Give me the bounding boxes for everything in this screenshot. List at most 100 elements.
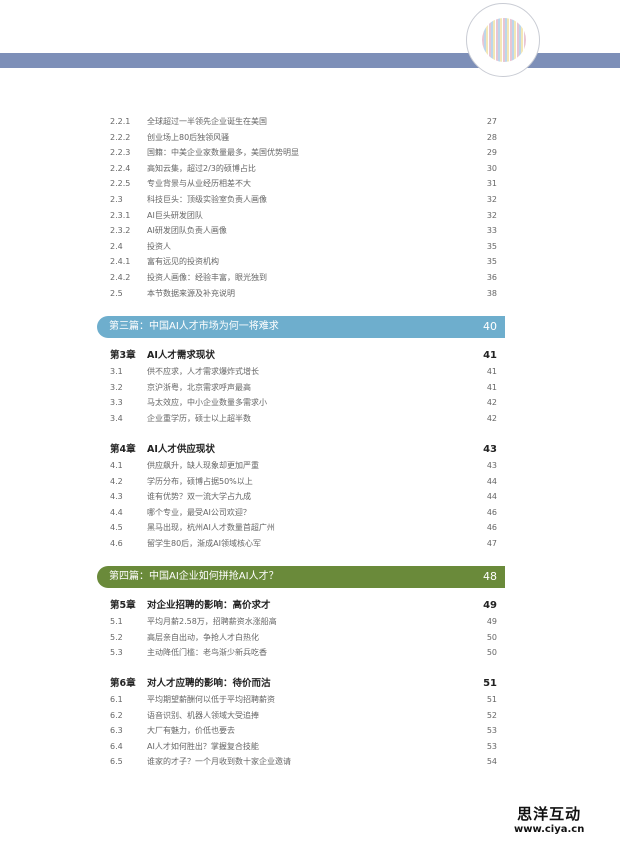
toc-entry[interactable]: 2.4 投资人 35: [110, 239, 497, 254]
part-title: 第三篇：中国AI人才市场为何一将难求: [109, 321, 279, 332]
entry-page: 51: [486, 695, 497, 704]
entry-number: 4.1: [110, 461, 123, 470]
entry-page: 54: [486, 757, 497, 767]
entry-page: 43: [483, 444, 497, 455]
toc-entry[interactable]: 3.3 马太效应，中小企业数量多需求小 42: [110, 395, 497, 410]
toc-entry[interactable]: 5.3 主动降低门槛：老鸟渐少新兵吃香 50: [110, 645, 497, 660]
part-banner[interactable]: 第四篇：中国AI企业如何拼抢AI人才？ 48: [97, 566, 505, 588]
entry-title: 哪个专业，最受AI公司欢迎？: [147, 507, 251, 517]
entry-number: 6.2: [110, 710, 123, 720]
toc-entry[interactable]: 6.5 谁家的才子？一个月收到数十家企业邀请 54: [110, 754, 497, 769]
toc-entry[interactable]: 2.3.2 AI研发团队负责人画像 33: [110, 223, 497, 238]
entry-number: 2.3: [110, 195, 123, 204]
entry-page: 44: [486, 492, 497, 502]
entry-page: 42: [486, 413, 497, 423]
report-logo: [482, 18, 526, 62]
watermark-name: 思洋互动: [517, 805, 582, 823]
toc-entry[interactable]: 6.3 大厂有魅力，价低也要去 53: [110, 723, 497, 738]
toc-entry[interactable]: 2.3.1 AI巨头研发团队 32: [110, 208, 497, 223]
toc-entry[interactable]: 3.2 京沪浙粤，北京需求呼声最高 41: [110, 380, 497, 395]
entry-title: 谁有优势？双一流大学占九成: [147, 492, 251, 502]
entry-title: 供不应求，人才需求爆炸式增长: [147, 367, 259, 376]
entry-number: 2.2.5: [110, 179, 131, 189]
entry-title: 供应飙升，缺人现象却更加严重: [147, 461, 259, 470]
entry-number: 4.4: [110, 507, 123, 517]
part-title: 第四篇：中国AI企业如何拼抢AI人才？: [109, 571, 279, 582]
entry-number: 3.2: [110, 382, 123, 392]
toc-entry[interactable]: 2.4.2 投资人画像：经验丰富，眼光独到 36: [110, 270, 497, 285]
toc-entry[interactable]: 2.3 科技巨头：顶级实验室负责人画像 32: [110, 192, 497, 207]
entry-number: 2.5: [110, 288, 123, 298]
entry-page: 52: [486, 710, 497, 720]
entry-page: 31: [486, 179, 497, 189]
entry-title: 语音识别、机器人领域大受追捧: [147, 710, 259, 720]
watermark: 思洋互动 www.ciya.cn: [514, 803, 584, 835]
entry-page: 49: [483, 600, 497, 611]
chapter-heading[interactable]: 第3章 AI人才需求现状 41: [110, 348, 497, 363]
entry-number: 5.1: [110, 617, 123, 626]
toc-entry[interactable]: 2.2.5 专业背景与从业经历相差不大 31: [110, 176, 497, 191]
chapter-heading[interactable]: 第4章 AI人才供应现状 43: [110, 442, 497, 457]
toc-entry[interactable]: 4.3 谁有优势？双一流大学占九成 44: [110, 489, 497, 504]
toc-entry[interactable]: 6.2 语音识别、机器人领域大受追捧 52: [110, 708, 497, 723]
entry-page: 32: [486, 195, 497, 204]
toc-entry[interactable]: 4.2 学历分布，硕博占据50%以上 44: [110, 474, 497, 489]
part-banner[interactable]: 第三篇：中国AI人才市场为何一将难求 40: [97, 316, 505, 338]
entry-page: 46: [486, 507, 497, 517]
entry-number: 2.2.4: [110, 163, 131, 173]
chapter-heading[interactable]: 第5章 对企业招聘的影响：高价求才 49: [110, 598, 497, 613]
entry-page: 46: [486, 523, 497, 533]
entry-title: 学历分布，硕博占据50%以上: [147, 476, 253, 486]
chapter-heading[interactable]: 第6章 对人才应聘的影响：待价而沽 51: [110, 676, 497, 691]
entry-title: 京沪浙粤，北京需求呼声最高: [147, 382, 251, 392]
toc-entry[interactable]: 2.2.3 国籍：中美企业家数量最多，美国优势明显 29: [110, 145, 497, 160]
entry-number: 3.1: [110, 367, 123, 376]
entry-page: 30: [486, 163, 497, 173]
entry-page: 51: [483, 678, 497, 689]
entry-page: 32: [486, 210, 497, 220]
entry-number: 4.2: [110, 476, 123, 486]
toc-entry[interactable]: 2.2.2 创业场上80后独领风骚 28: [110, 130, 497, 145]
entry-number: 6.5: [110, 757, 123, 767]
toc-entry[interactable]: 2.4.1 富有远见的投资机构 35: [110, 254, 497, 269]
entry-page: 50: [486, 648, 497, 658]
entry-title: 大厂有魅力，价低也要去: [147, 726, 235, 736]
entry-number: 5.3: [110, 648, 123, 658]
entry-number: 2.4.1: [110, 257, 131, 267]
toc-entry[interactable]: 4.6 留学生80后，渐成AI领域核心军 47: [110, 536, 497, 551]
toc-entry[interactable]: 6.4 AI人才如何胜出？掌握复合技能 53: [110, 739, 497, 754]
entry-title: AI巨头研发团队: [147, 210, 203, 220]
entry-page: 35: [486, 241, 497, 251]
entry-page: 50: [486, 632, 497, 642]
toc-entry[interactable]: 3.1 供不应求，人才需求爆炸式增长 41: [110, 364, 497, 379]
entry-title: 平均期望薪酬何以低于平均招聘薪资: [147, 695, 275, 704]
toc-entry[interactable]: 5.2 高层亲自出动，争抢人才白热化 50: [110, 630, 497, 645]
toc-entry[interactable]: 2.2.4 高知云集，超过2/3的硕博占比 30: [110, 161, 497, 176]
entry-title: AI人才需求现状: [147, 350, 215, 361]
toc-entry[interactable]: 5.1 平均月薪2.58万，招聘薪资水涨船高 49: [110, 614, 497, 629]
entry-number: 4.5: [110, 523, 123, 533]
entry-page: 41: [486, 382, 497, 392]
entry-title: 主动降低门槛：老鸟渐少新兵吃香: [147, 648, 267, 658]
toc-entry[interactable]: 3.4 企业重学历，硕士以上超半数 42: [110, 411, 497, 426]
toc-entry[interactable]: 2.2.1 全球超过一半领先企业诞生在美国 27: [110, 114, 497, 129]
entry-page: 42: [486, 398, 497, 408]
watermark-url: www.ciya.cn: [514, 824, 585, 835]
entry-number: 3.4: [110, 413, 123, 423]
toc-entry[interactable]: 2.5 本节数据来源及补充说明 38: [110, 286, 497, 301]
toc-entry[interactable]: 4.4 哪个专业，最受AI公司欢迎？ 46: [110, 505, 497, 520]
toc-entry[interactable]: 6.1 平均期望薪酬何以低于平均招聘薪资 51: [110, 692, 497, 707]
entry-title: AI人才供应现状: [147, 444, 215, 455]
toc-entry[interactable]: 4.1 供应飙升，缺人现象却更加严重 43: [110, 458, 497, 473]
entry-number: 第6章: [110, 678, 136, 689]
entry-number: 6.1: [110, 695, 123, 704]
entry-page: 35: [486, 257, 497, 267]
entry-title: 创业场上80后独领风骚: [147, 132, 230, 142]
toc-entry[interactable]: 4.5 黑马出现，杭州AI人才数量首超广州 46: [110, 520, 497, 535]
entry-title: 投资人: [147, 241, 171, 251]
entry-title: 科技巨头：顶级实验室负责人画像: [147, 195, 267, 204]
entry-number: 2.3.2: [110, 226, 131, 236]
entry-title: 企业重学历，硕士以上超半数: [147, 413, 251, 423]
entry-number: 5.2: [110, 632, 123, 642]
entry-page: 36: [486, 273, 497, 282]
